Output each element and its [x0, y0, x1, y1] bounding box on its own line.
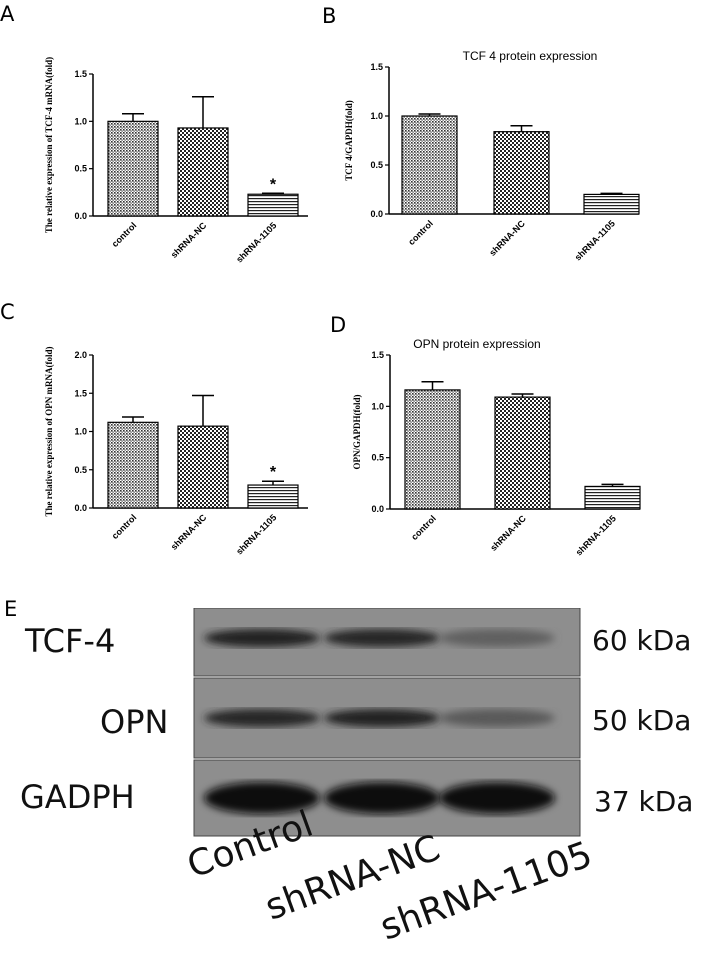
chart-c: 0.0 0.5 1.0 1.5 2.0 control shRNA-NC * shRNA-110… [44, 347, 308, 557]
blot-label-opn: OPN [100, 703, 169, 741]
blot-image [193, 608, 581, 837]
y-axis-label: OPN/GAPDH(fold) [352, 395, 362, 470]
y-tick-label: 1.0 [371, 401, 384, 411]
category-label: shRNA-NC [169, 512, 209, 552]
bar [583, 193, 640, 215]
y-tick-label: 1.0 [370, 111, 383, 121]
category-label: shRNA-1105 [234, 220, 278, 264]
bar [247, 484, 299, 509]
category-label: control [110, 512, 139, 541]
y-tick-label: 0.0 [74, 211, 87, 221]
chart-title: TCF 4 protein expression [463, 49, 598, 63]
bar [177, 127, 229, 217]
chart-b: 0.0 0.5 1.0 1.5 control shRNA-NC shRNA-1105 TCF… [344, 49, 640, 263]
bar [107, 421, 159, 509]
category-label: shRNA-1105 [574, 513, 618, 557]
significance-marker: * [270, 464, 277, 481]
category-label: control [406, 218, 435, 247]
y-tick-label: 0.5 [74, 465, 87, 475]
blot-band [324, 782, 440, 814]
category-label: shRNA-NC [487, 218, 527, 258]
category-label: shRNA-NC [169, 220, 209, 260]
blot-band [324, 629, 440, 647]
bar [493, 131, 550, 215]
blot-band [204, 782, 320, 814]
y-axis-label: TCF 4/GAPDH(fold) [344, 100, 354, 180]
bar [404, 389, 461, 510]
y-tick-label: 0.0 [74, 503, 87, 513]
y-axis-label: The relative expression of TCF-4 mRNA(fo… [44, 57, 54, 233]
y-tick-label: 1.0 [74, 427, 87, 437]
category-label: shRNA-1105 [234, 512, 278, 556]
y-tick-label: 1.5 [371, 350, 384, 360]
chart-d: 0.0 0.5 1.0 1.5 control shRNA-NC shRNA-1105 OPN… [352, 337, 641, 558]
panel-letter-b: B [322, 4, 337, 28]
category-label: shRNA-NC [488, 513, 528, 553]
significance-marker: * [270, 176, 277, 193]
y-tick-label: 2.0 [74, 350, 87, 360]
bar [401, 115, 458, 215]
blot-band [439, 709, 555, 727]
kda-label-tcf4: 60 kDa [592, 624, 692, 657]
bar [247, 193, 299, 217]
y-tick-label: 1.5 [370, 62, 383, 72]
blot-band [324, 709, 440, 727]
y-tick-label: 0.0 [371, 504, 384, 514]
panel-letter-a: A [0, 2, 15, 26]
category-label: shRNA-1105 [573, 218, 617, 262]
blot-band [439, 782, 555, 814]
chart-a: 0.0 0.5 1.0 1.5 control shRNA-NC * shRNA-1105 Th… [44, 57, 308, 265]
y-tick-label: 0.5 [370, 160, 383, 170]
y-tick-label: 0.5 [74, 164, 87, 174]
blot-band [439, 629, 555, 647]
blot-label-tcf4: TCF-4 [25, 622, 116, 660]
bar [177, 425, 229, 509]
western-blot-panel: TCF-4 OPN GADPH 60 kDa 50 kDa 37 kDa Con… [0, 590, 709, 971]
chart-title: OPN protein expression [413, 337, 540, 351]
blot-label-gadph: GADPH [20, 778, 135, 816]
category-label: control [409, 513, 438, 542]
panel-letter-d: D [330, 313, 347, 337]
y-axis-label: The relative expression of OPN mRNA(fold… [44, 347, 54, 517]
y-tick-label: 0.5 [371, 453, 384, 463]
bar [107, 120, 159, 217]
kda-label-gadph: 37 kDa [594, 785, 694, 818]
y-tick-label: 1.5 [74, 388, 87, 398]
blot-band [204, 709, 320, 727]
bar [494, 396, 551, 510]
panel-letter-c: C [0, 300, 15, 324]
blot-band [204, 629, 320, 647]
panel-letter-e: E [4, 597, 18, 621]
y-tick-label: 0.0 [370, 209, 383, 219]
category-label: control [110, 220, 139, 249]
bar [584, 485, 641, 510]
y-tick-label: 1.0 [74, 116, 87, 126]
kda-label-opn: 50 kDa [592, 704, 692, 737]
y-tick-label: 1.5 [74, 69, 87, 79]
